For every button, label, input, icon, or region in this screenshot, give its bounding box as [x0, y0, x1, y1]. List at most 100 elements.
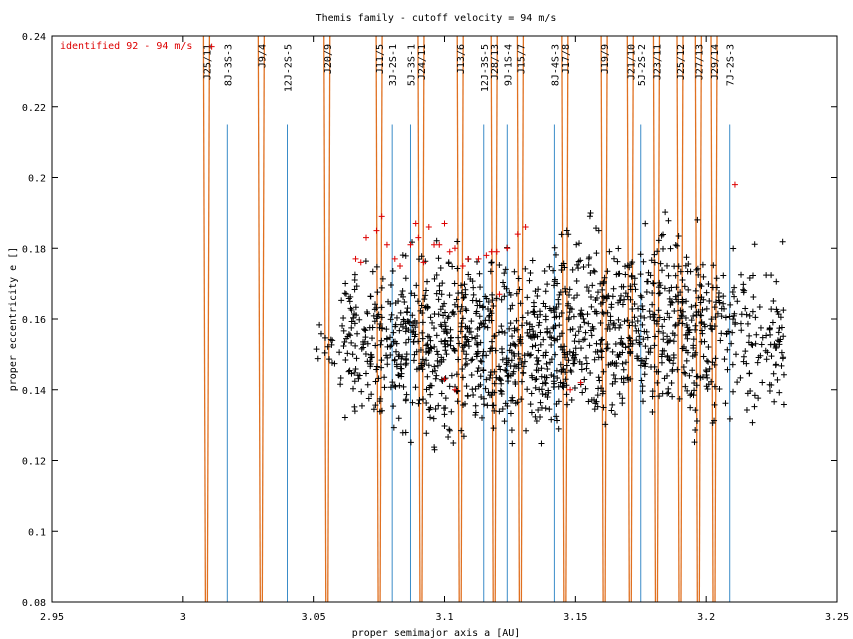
family-point	[731, 284, 738, 291]
family-point	[748, 341, 755, 348]
family-point	[670, 360, 677, 367]
family-point	[720, 272, 727, 279]
resonance-label: J20/9	[323, 44, 334, 74]
family-point	[389, 379, 396, 386]
family-point	[548, 334, 555, 341]
family-point	[661, 347, 668, 354]
identified-point	[441, 376, 448, 383]
family-point	[441, 300, 448, 307]
resonance-label: J23/11	[652, 44, 663, 80]
family-point	[475, 365, 482, 372]
family-point	[482, 385, 489, 392]
family-point	[518, 322, 525, 329]
family-point	[609, 348, 616, 355]
family-point	[364, 381, 371, 388]
family-point	[664, 354, 671, 361]
family-point	[570, 295, 577, 302]
family-point	[565, 231, 572, 238]
family-point	[393, 363, 400, 370]
resonance-label: 5J-3S-1	[406, 44, 417, 86]
family-point	[487, 348, 494, 355]
family-point	[677, 307, 684, 314]
resonance-label: J25/12	[676, 44, 687, 80]
family-point	[671, 263, 678, 270]
family-point	[590, 267, 597, 274]
family-point	[642, 220, 649, 227]
family-point	[650, 280, 657, 287]
family-point	[525, 332, 532, 339]
family-point	[581, 319, 588, 326]
identified-point	[378, 213, 385, 220]
family-point	[492, 347, 499, 354]
family-point	[707, 322, 714, 329]
family-point	[504, 373, 511, 380]
family-point	[669, 330, 676, 337]
family-point	[443, 329, 450, 336]
family-point	[554, 417, 561, 424]
family-point	[624, 374, 631, 381]
family-point	[544, 281, 551, 288]
identified-point	[391, 255, 398, 262]
family-point	[501, 418, 508, 425]
family-point	[413, 282, 420, 289]
family-point	[637, 362, 644, 369]
family-point	[541, 374, 548, 381]
family-point	[665, 338, 672, 345]
family-point	[563, 227, 570, 234]
family-point	[579, 389, 586, 396]
family-point	[514, 399, 521, 406]
family-point	[640, 398, 647, 405]
family-point	[776, 341, 783, 348]
resonance-boundary-line	[323, 35, 327, 603]
family-point	[683, 347, 690, 354]
family-point	[542, 349, 549, 356]
family-point	[542, 405, 549, 412]
family-point	[604, 268, 611, 275]
family-point	[625, 376, 632, 383]
family-point	[640, 258, 647, 265]
family-point	[552, 251, 559, 258]
family-point	[661, 316, 668, 323]
family-point	[338, 297, 345, 304]
family-point	[442, 337, 449, 344]
family-point	[694, 373, 701, 380]
family-point	[351, 378, 358, 385]
family-point	[608, 407, 615, 414]
family-point	[372, 402, 379, 409]
family-point	[555, 383, 562, 390]
family-point	[607, 360, 614, 367]
family-point	[665, 385, 672, 392]
family-point	[403, 391, 410, 398]
family-point	[473, 340, 480, 347]
family-point	[392, 321, 399, 328]
resonance-label: J17/8	[561, 44, 572, 74]
family-point	[749, 419, 756, 426]
resonance-boundary-line	[494, 35, 498, 603]
identified-point	[373, 227, 380, 234]
family-point	[481, 401, 488, 408]
family-point	[751, 403, 758, 410]
family-point	[356, 372, 363, 379]
family-point	[384, 354, 391, 361]
family-point	[409, 399, 416, 406]
family-point	[698, 312, 705, 319]
family-point	[593, 225, 600, 232]
family-point	[536, 386, 543, 393]
family-point	[373, 366, 380, 373]
resonance-label: J11/5	[375, 44, 386, 74]
family-point	[462, 286, 469, 293]
family-point	[446, 427, 453, 434]
identified-point	[436, 241, 443, 248]
family-point	[351, 286, 358, 293]
family-point	[598, 337, 605, 344]
family-point	[776, 325, 783, 332]
family-point	[451, 348, 458, 355]
family-point	[435, 402, 442, 409]
family-point	[615, 353, 622, 360]
family-point	[348, 324, 355, 331]
family-point	[424, 341, 431, 348]
family-point	[539, 391, 546, 398]
family-point	[474, 332, 481, 339]
resonance-boundary-line	[600, 35, 604, 603]
y-axis-label: proper eccentricity e []	[8, 247, 19, 392]
